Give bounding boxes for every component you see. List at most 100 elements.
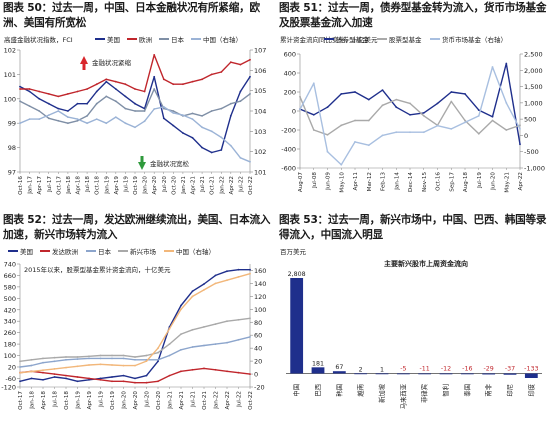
data-label: 181: [312, 360, 324, 367]
x-tick-label: Jan-22: [214, 391, 220, 410]
series-point: [326, 133, 329, 136]
series-point: [86, 122, 88, 125]
series-point: [312, 129, 315, 131]
y-tick-label-left: -600: [281, 165, 296, 173]
bar: [482, 373, 496, 375]
bar: [503, 373, 517, 375]
annotation-tightening: 金融状况紧缩: [92, 58, 132, 67]
series-point: [409, 102, 411, 105]
series-line: [19, 106, 251, 163]
y-tick-label-left: 102: [4, 47, 16, 55]
series-point: [340, 93, 343, 95]
series-point: [162, 107, 165, 110]
y-tick-label-right: 1,500: [524, 83, 543, 91]
series-point: [249, 75, 251, 78]
series-point: [105, 78, 108, 81]
series-point: [122, 364, 125, 367]
x-tick-label: Apr-20: [152, 176, 158, 195]
x-tick-label: Sep-17: [449, 172, 455, 192]
series-point: [86, 102, 88, 105]
series-point: [47, 117, 50, 120]
x-tick-label: Oct-19: [110, 391, 116, 410]
series-point: [172, 110, 175, 112]
series-point: [99, 363, 102, 366]
x-tick-label: 南非: [484, 383, 493, 396]
series-point: [182, 114, 184, 116]
series-point: [191, 290, 194, 293]
series-point: [491, 119, 494, 122]
series-point: [114, 80, 117, 83]
x-tick-label: 越南: [356, 384, 365, 397]
y-tick-label-left: 340: [4, 318, 16, 326]
series-point: [157, 380, 159, 383]
series-point: [67, 116, 69, 118]
series-point: [381, 134, 384, 137]
y-tick-label-left: 100: [4, 95, 16, 103]
series-point: [312, 82, 315, 85]
series-point: [111, 364, 113, 366]
y-tick-label-right: 0: [254, 371, 258, 379]
y-tick-label-right: -500: [524, 148, 539, 156]
series-point: [134, 358, 136, 361]
series-point: [214, 282, 217, 285]
series-point: [105, 80, 108, 83]
series-point: [172, 83, 175, 86]
legend-label: 中国（右轴）: [176, 247, 215, 256]
series-point: [354, 91, 356, 93]
y-tick-label-right: 1,000: [524, 99, 543, 107]
series-point: [30, 358, 33, 361]
x-tick-label: Jul-18: [53, 391, 59, 408]
y-tick-label-left: 400: [284, 70, 296, 78]
series-point: [76, 380, 79, 383]
series-point: [191, 295, 194, 298]
series-point: [249, 160, 251, 163]
series-point: [239, 156, 242, 159]
series-point: [124, 122, 127, 125]
series-point: [229, 144, 232, 147]
series-point: [145, 381, 148, 384]
series-point: [229, 115, 232, 117]
x-tick-label: Jan-21: [181, 176, 187, 195]
x-tick-label: Oct-22: [248, 391, 254, 410]
x-tick-label: Oct-21: [202, 391, 208, 410]
series-point: [340, 163, 343, 166]
series-point: [477, 115, 480, 117]
series-point: [157, 351, 159, 354]
series-point: [19, 122, 21, 125]
series-point: [42, 378, 44, 381]
series-point: [477, 109, 480, 111]
series-point: [249, 336, 251, 338]
bar: [311, 367, 325, 374]
series-point: [86, 115, 88, 117]
series-point: [145, 354, 148, 357]
series-point: [519, 124, 521, 127]
series-point: [191, 368, 194, 371]
series-point: [122, 354, 125, 357]
series-point: [491, 66, 494, 68]
y-tick-label-right: 120: [254, 293, 266, 301]
series-point: [214, 323, 217, 325]
series-point: [409, 113, 411, 116]
series-point: [172, 112, 175, 114]
x-tick-label: Jul-19: [123, 176, 129, 193]
caption-fig50: 图表 50：过去一周，中国、日本金融状况有所紧缩，欧洲、美国有所宽松: [3, 2, 260, 29]
series-point: [111, 354, 113, 357]
y-tick-label-left: 20: [8, 363, 16, 371]
series-point: [88, 377, 90, 380]
x-tick-label: Apr-22: [225, 391, 231, 409]
panel-fig50: 图表 50：过去一周，中国、日本金融状况有所紧缩，欧洲、美国有所宽松 高盛金融状…: [0, 0, 273, 210]
x-tick-label: Jan-22: [219, 176, 225, 195]
x-tick-label: Jul-22: [237, 391, 243, 408]
x-tick-label: Oct-18: [95, 176, 101, 195]
x-tick-label: 印度: [526, 383, 535, 396]
series-point: [201, 126, 204, 129]
series-point: [76, 102, 79, 105]
series-point: [367, 119, 370, 122]
x-tick-label: Jul-08: [312, 172, 318, 189]
series-point: [381, 89, 384, 91]
legend-label: 欧洲: [139, 35, 152, 44]
x-tick-label: Jan-17: [28, 176, 34, 195]
x-tick-label: 马来西亚: [399, 383, 407, 409]
legend-label: 债券型基金: [336, 35, 369, 44]
series-point: [168, 327, 171, 330]
